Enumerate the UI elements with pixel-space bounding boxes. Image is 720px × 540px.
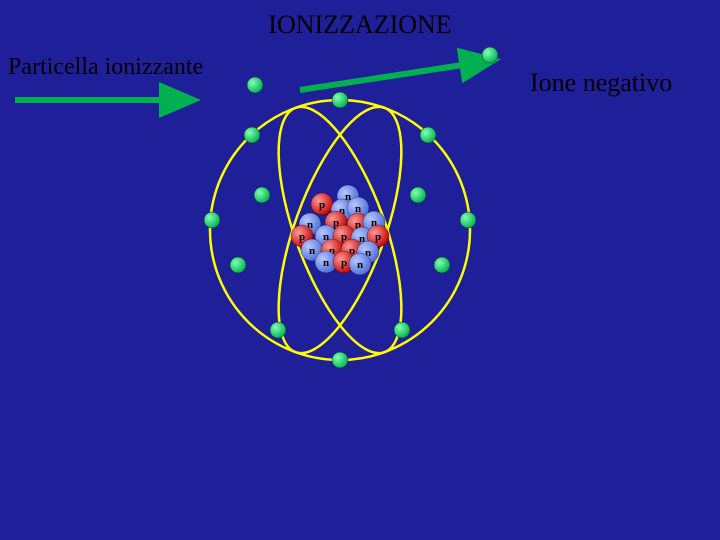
electron [420,127,436,143]
nucleon-label: n [309,245,315,257]
atom-diagram: npnnpnpnpnpnpnppnnpn [0,0,720,540]
nucleon-label: p [319,199,325,211]
electron [230,257,246,273]
electron [434,257,450,273]
nucleon-label: p [341,257,347,269]
outgoing-arrow [300,60,495,90]
electron [394,322,410,338]
electron [244,127,260,143]
nucleon-label: p [375,231,381,243]
electron [270,322,286,338]
electron [204,212,220,228]
electron [410,187,426,203]
electron [247,77,263,93]
nucleon-label: n [357,259,363,271]
nucleon-label: n [323,257,329,269]
electron [482,47,498,63]
electron [254,187,270,203]
electron [332,92,348,108]
electron [460,212,476,228]
electron [332,352,348,368]
nucleon-label: p [299,231,305,243]
